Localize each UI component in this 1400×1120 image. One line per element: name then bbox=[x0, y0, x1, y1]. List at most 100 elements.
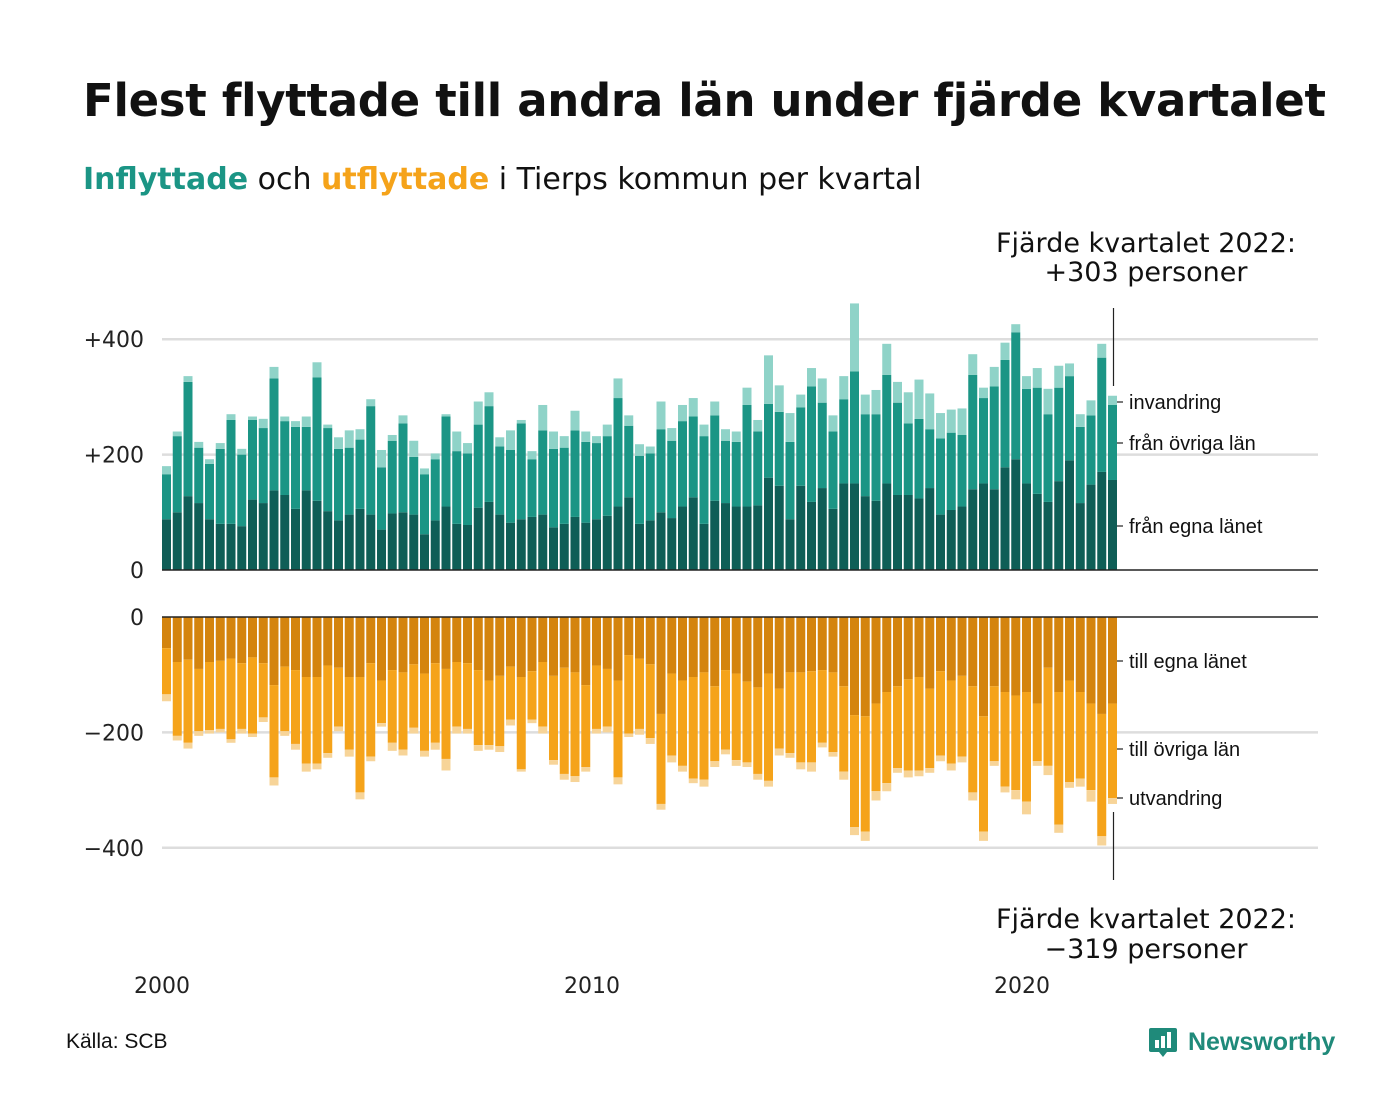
in-bar-segment bbox=[527, 459, 537, 517]
in-bar-segment bbox=[366, 399, 376, 407]
out-bar-segment bbox=[710, 686, 720, 762]
out-bar-segment bbox=[592, 665, 601, 729]
out-bar-segment bbox=[678, 680, 687, 766]
in-bar-segment bbox=[667, 518, 677, 570]
in-bar-segment bbox=[914, 379, 924, 419]
subtitle-och: och bbox=[248, 162, 321, 197]
in-bar-segment bbox=[538, 430, 548, 515]
out-bar-segment bbox=[946, 763, 956, 771]
out-bar-segment bbox=[323, 617, 333, 666]
out-bar-segment bbox=[312, 617, 322, 678]
out-bar-segment bbox=[215, 617, 225, 661]
in-bar-segment bbox=[409, 440, 419, 457]
out-bar-segment bbox=[688, 778, 698, 784]
out-bar-segment bbox=[334, 726, 343, 732]
out-bar-segment bbox=[860, 716, 870, 832]
in-bar-segment bbox=[1043, 501, 1053, 570]
in-bar-segment bbox=[194, 441, 204, 448]
in-bar-segment bbox=[194, 503, 204, 570]
out-bar-segment bbox=[430, 663, 440, 743]
in-bar-segment bbox=[463, 453, 472, 525]
out-bar-segment bbox=[355, 677, 365, 793]
out-bar-segment bbox=[301, 677, 311, 764]
in-bar-segment bbox=[968, 354, 978, 375]
in-bar-segment bbox=[1075, 414, 1085, 427]
out-bar-segment bbox=[1022, 617, 1031, 693]
brand-name: Newsworthy bbox=[1188, 1027, 1336, 1056]
in-bar-segment bbox=[936, 413, 945, 439]
out-bar-segment bbox=[355, 792, 365, 800]
out-bar-segment bbox=[656, 617, 666, 714]
in-bar-segment bbox=[1065, 363, 1074, 377]
out-bar-segment bbox=[1032, 703, 1042, 762]
in-bar-segment bbox=[839, 483, 849, 570]
in-bar-segment bbox=[506, 430, 515, 450]
out-bar-segment bbox=[914, 770, 924, 777]
in-bar-segment bbox=[699, 436, 709, 524]
out-bar-segment bbox=[570, 617, 580, 673]
in-bar-segment bbox=[785, 413, 795, 442]
in-bar-segment bbox=[334, 448, 343, 521]
in-bar-segment bbox=[473, 424, 483, 508]
in-bar-segment bbox=[678, 506, 687, 570]
out-bar-segment bbox=[667, 755, 677, 763]
in-bar-segment bbox=[645, 446, 655, 454]
out-bar-segment bbox=[753, 687, 763, 774]
out-bar-segment bbox=[226, 617, 236, 659]
in-bar-segment bbox=[839, 399, 849, 484]
out-bar-segment bbox=[1075, 692, 1085, 779]
out-bar-segment bbox=[387, 742, 397, 751]
in-bar-segment bbox=[850, 483, 859, 570]
out-bar-segment bbox=[516, 617, 526, 678]
out-bar-segment bbox=[226, 739, 236, 743]
in-bar-segment bbox=[463, 443, 472, 454]
out-ytick-label: 0 bbox=[130, 606, 144, 631]
out-bar-segment bbox=[764, 617, 773, 674]
in-bar-segment bbox=[291, 426, 300, 509]
out-bar-segment bbox=[398, 749, 408, 756]
out-bar-segment bbox=[602, 726, 612, 733]
in-bar-segment bbox=[226, 414, 236, 420]
in-series-label: från egna länet bbox=[1129, 516, 1263, 538]
subtitle-rest: i Tierps kommun per kvartal bbox=[489, 162, 922, 197]
out-bar-segment bbox=[1086, 790, 1096, 802]
out-bar-segment bbox=[398, 672, 408, 750]
in-bar-segment bbox=[484, 406, 494, 502]
in-bar-segment bbox=[269, 490, 279, 570]
out-bar-segment bbox=[925, 768, 935, 773]
out-bar-segment bbox=[828, 617, 838, 673]
out-bar-segment bbox=[280, 666, 290, 732]
out-bar-segment bbox=[377, 680, 386, 724]
out-bar-segment bbox=[817, 617, 827, 671]
in-bar-segment bbox=[925, 393, 935, 430]
out-bar-segment bbox=[377, 617, 386, 681]
out-bar-segment bbox=[613, 680, 623, 778]
in-bar-segment bbox=[1075, 426, 1085, 504]
out-bar-segment bbox=[1032, 761, 1042, 766]
in-bar-segment bbox=[979, 387, 988, 399]
in-bar-segment bbox=[1022, 483, 1031, 570]
out-bar-segment bbox=[764, 780, 773, 787]
out-bar-segment bbox=[269, 685, 279, 778]
out-bar-segment bbox=[334, 617, 343, 668]
in-bar-segment bbox=[1032, 368, 1042, 388]
in-bar-segment bbox=[957, 434, 967, 507]
in-bar-segment bbox=[656, 429, 666, 513]
out-bar-segment bbox=[559, 617, 569, 668]
in-bar-segment bbox=[280, 494, 290, 570]
in-bar-segment bbox=[387, 440, 397, 514]
out-bar-segment bbox=[688, 677, 698, 779]
in-bar-segment bbox=[1086, 484, 1096, 570]
in-bar-segment bbox=[764, 477, 773, 570]
out-bar-segment bbox=[420, 750, 429, 757]
out-bar-segment bbox=[538, 662, 548, 727]
in-bar-segment bbox=[344, 430, 354, 448]
out-bar-segment bbox=[269, 777, 279, 786]
bars bbox=[162, 303, 1117, 846]
in-bar-segment bbox=[183, 381, 193, 497]
in-ytick-label: 0 bbox=[130, 559, 144, 584]
out-bar-segment bbox=[559, 773, 569, 780]
out-series-label: utvandring bbox=[1129, 788, 1222, 810]
out-bar-segment bbox=[710, 761, 720, 768]
out-bar-segment bbox=[624, 655, 634, 734]
